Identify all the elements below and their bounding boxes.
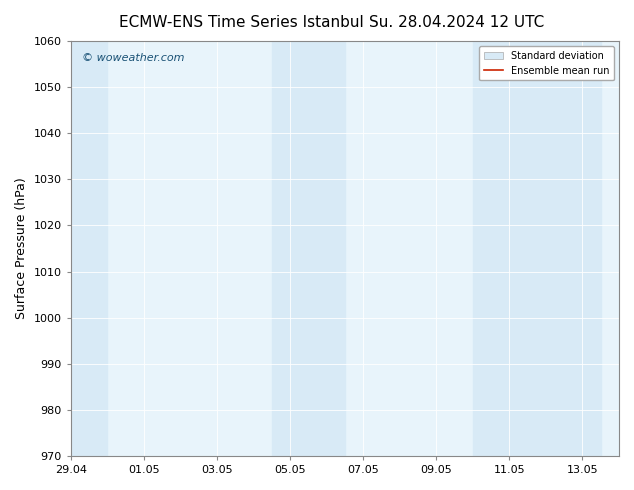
Bar	[473, 41, 601, 456]
Bar	[71, 41, 107, 456]
Text: © woweather.com: © woweather.com	[82, 53, 184, 64]
Y-axis label: Surface Pressure (hPa): Surface Pressure (hPa)	[15, 178, 28, 319]
Bar	[272, 41, 345, 456]
Text: ECMW-ENS Time Series Istanbul: ECMW-ENS Time Series Istanbul	[119, 15, 363, 30]
Legend: Standard deviation, Ensemble mean run: Standard deviation, Ensemble mean run	[479, 46, 614, 80]
Text: Su. 28.04.2024 12 UTC: Su. 28.04.2024 12 UTC	[369, 15, 544, 30]
